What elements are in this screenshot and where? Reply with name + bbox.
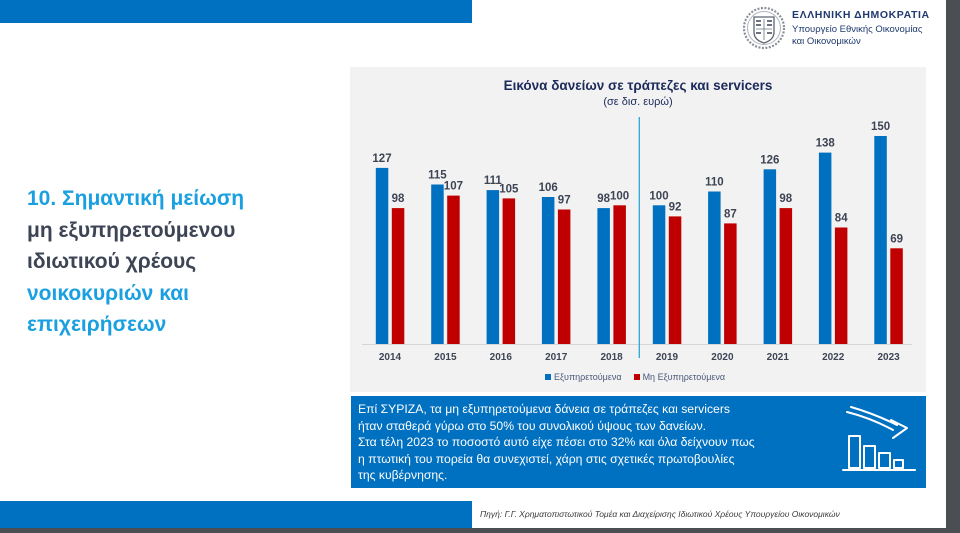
top-accent-bar xyxy=(0,0,472,23)
label-nonperforming-2015: 107 xyxy=(444,181,463,193)
slide-headline: 10. Σημαντική μείωση μη εξυπηρετούμενου … xyxy=(27,183,327,341)
chart-legend: Εξυπηρετούμενα Μη Εξυπηρετούμενα xyxy=(545,372,725,382)
declining-bar-chart-icon xyxy=(842,406,916,471)
x-tick-label-2023: 2023 xyxy=(877,352,900,363)
legend-label-nonperforming: Μη Εξυπηρετούμενα xyxy=(642,372,726,382)
bar-performing-2020 xyxy=(708,191,721,344)
bar-nonperforming-2020 xyxy=(724,223,737,344)
headline-line-3: ιδιωτικού χρέους xyxy=(27,250,197,273)
bar-performing-2019 xyxy=(652,205,666,344)
info-text: Επί ΣΥΡΙΖΑ, τα μη εξυπηρετούμενα δάνεια … xyxy=(358,402,755,482)
bar-performing-2014 xyxy=(375,167,389,344)
slide: ΕΛΛΗΝΙΚΗ ΔΗΜΟΚΡΑΤΙΑ Υπουργείο Εθνικής Οι… xyxy=(0,0,946,528)
label-performing-2016: 111 xyxy=(484,175,503,187)
brand-subtitle-line1: Υπουργείο Εθνικής Οικονομίας xyxy=(792,24,923,35)
x-tick-label-2020: 2020 xyxy=(711,352,734,363)
label-nonperforming-2022: 84 xyxy=(835,213,848,225)
bar-nonperforming-2019 xyxy=(668,216,682,344)
chart-subtitle: (σε δισ. ευρώ) xyxy=(603,96,673,108)
source-note: Πηγή: Γ.Γ. Χρηματοπιστωτικού Τομέα και Δ… xyxy=(480,509,840,519)
label-performing-2017: 106 xyxy=(539,182,558,194)
legend-item-performing: Εξυπηρετούμενα xyxy=(545,372,622,382)
label-performing-2018: 98 xyxy=(597,193,610,205)
brand-subtitle-line2: και Οικονομικών xyxy=(792,36,861,47)
legend-item-nonperforming: Μη Εξυπηρετούμενα xyxy=(633,372,726,382)
label-nonperforming-2021: 98 xyxy=(779,193,792,205)
label-nonperforming-2018: 100 xyxy=(610,190,629,202)
greek-coat-of-arms-icon xyxy=(742,6,786,50)
label-performing-2021: 126 xyxy=(760,154,779,166)
label-performing-2019: 100 xyxy=(649,190,668,202)
legend-swatch-nonperforming xyxy=(633,374,640,380)
bar-performing-2017 xyxy=(541,197,555,344)
bar-nonperforming-2015 xyxy=(447,195,460,344)
bar-performing-2022 xyxy=(818,152,832,344)
bar-performing-2021 xyxy=(763,169,777,344)
bar-performing-2016 xyxy=(486,190,500,344)
x-tick-label-2016: 2016 xyxy=(490,352,513,363)
info-box: Επί ΣΥΡΙΖΑ, τα μη εξυπηρετούμενα δάνεια … xyxy=(351,396,926,488)
ministry-brand: ΕΛΛΗΝΙΚΗ ΔΗΜΟΚΡΑΤΙΑ Υπουργείο Εθνικής Οι… xyxy=(742,6,942,54)
label-nonperforming-2014: 98 xyxy=(392,193,405,205)
x-tick-label-2017: 2017 xyxy=(545,352,568,363)
bar-nonperforming-2021 xyxy=(779,208,793,344)
bar-performing-2018 xyxy=(597,208,610,344)
legend-swatch-performing xyxy=(545,374,551,380)
bar-nonperforming-2014 xyxy=(391,208,405,344)
bar-nonperforming-2023 xyxy=(890,248,903,344)
x-tick-label-2018: 2018 xyxy=(600,352,623,363)
label-nonperforming-2019: 92 xyxy=(669,201,682,213)
bar-nonperforming-2022 xyxy=(834,227,848,344)
legend-label-performing: Εξυπηρετούμενα xyxy=(554,372,622,382)
x-tick-label-2015: 2015 xyxy=(434,352,457,363)
x-tick-label-2021: 2021 xyxy=(767,352,790,363)
chart-panel: 127 98 2014 115 107 2015 111 105 2016 106 97 2017 98… xyxy=(350,67,926,392)
label-performing-2022: 138 xyxy=(816,138,836,150)
bar-nonperforming-2017 xyxy=(557,209,571,344)
label-performing-2020: 110 xyxy=(705,177,724,189)
bar-performing-2015 xyxy=(431,184,444,344)
headline-line-4: νοικοκυριών και xyxy=(27,281,189,305)
headline-line-2: μη εξυπηρετούμενου xyxy=(27,218,236,242)
x-tick-label-2019: 2019 xyxy=(656,352,679,363)
label-performing-2014: 127 xyxy=(372,153,391,165)
label-nonperforming-2017: 97 xyxy=(558,195,571,207)
bar-performing-2023 xyxy=(874,136,887,344)
x-tick-label-2014: 2014 xyxy=(379,352,402,363)
x-tick-label-2022: 2022 xyxy=(822,352,845,363)
bar-nonperforming-2016 xyxy=(502,198,516,344)
label-nonperforming-2020: 87 xyxy=(724,208,737,220)
headline-line-5: επιχειρήσεων xyxy=(27,313,167,336)
label-nonperforming-2023: 69 xyxy=(890,233,903,245)
label-performing-2015: 115 xyxy=(428,170,447,182)
label-performing-2023: 150 xyxy=(871,121,890,133)
label-nonperforming-2016: 105 xyxy=(499,183,519,195)
bar-nonperforming-2018 xyxy=(613,205,626,344)
headline-line-1: 10. Σημαντική μείωση xyxy=(27,187,245,210)
chart-title: Εικόνα δανείων σε τράπεζες και servicers xyxy=(503,78,773,93)
brand-title: ΕΛΛΗΝΙΚΗ ΔΗΜΟΚΡΑΤΙΑ xyxy=(792,9,930,21)
bottom-accent-bar xyxy=(0,501,472,528)
